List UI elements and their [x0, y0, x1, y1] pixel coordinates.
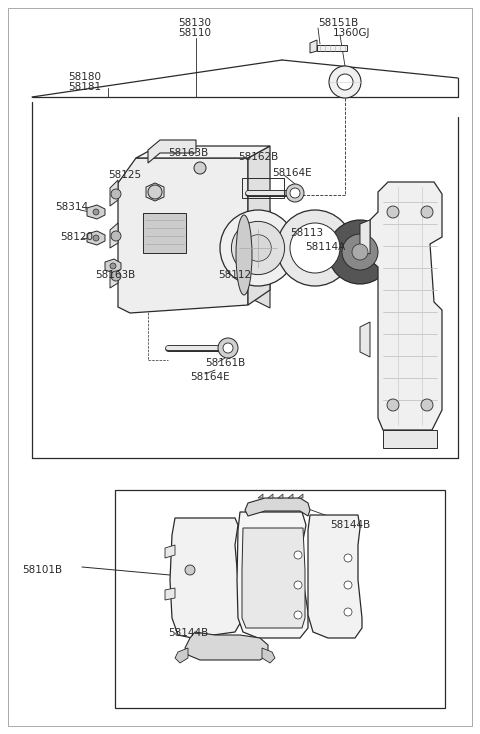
Circle shape: [218, 338, 238, 358]
Polygon shape: [110, 263, 118, 288]
Polygon shape: [242, 528, 305, 628]
Circle shape: [344, 608, 352, 616]
Text: 58163B: 58163B: [168, 148, 208, 158]
Circle shape: [277, 210, 353, 286]
Polygon shape: [248, 146, 270, 305]
Polygon shape: [185, 632, 268, 660]
Polygon shape: [118, 158, 248, 313]
Polygon shape: [288, 494, 293, 498]
Polygon shape: [237, 512, 308, 638]
Circle shape: [294, 551, 302, 559]
Polygon shape: [110, 180, 118, 206]
Circle shape: [329, 66, 361, 98]
Text: 58114A: 58114A: [305, 242, 345, 252]
Polygon shape: [165, 545, 175, 558]
Polygon shape: [87, 231, 105, 245]
Bar: [242, 178, 284, 198]
Text: 58151B: 58151B: [318, 18, 358, 28]
Polygon shape: [105, 259, 121, 273]
Circle shape: [290, 188, 300, 198]
Polygon shape: [136, 146, 270, 158]
Text: 58162B: 58162B: [238, 152, 278, 162]
Circle shape: [111, 189, 121, 199]
Text: 58181: 58181: [68, 82, 101, 92]
Text: 58101B: 58101B: [22, 565, 62, 575]
Circle shape: [194, 162, 206, 174]
Circle shape: [231, 222, 285, 275]
Polygon shape: [143, 213, 186, 253]
Polygon shape: [278, 494, 283, 498]
Bar: [115, 490, 445, 708]
Polygon shape: [360, 322, 370, 357]
Text: 58130: 58130: [179, 18, 212, 28]
Polygon shape: [170, 518, 242, 638]
Circle shape: [111, 271, 121, 281]
Polygon shape: [87, 205, 105, 219]
Polygon shape: [296, 236, 316, 259]
Polygon shape: [370, 182, 442, 430]
Circle shape: [344, 554, 352, 562]
Polygon shape: [245, 498, 310, 516]
Polygon shape: [146, 183, 164, 201]
Circle shape: [220, 210, 296, 286]
Polygon shape: [383, 430, 437, 448]
Circle shape: [286, 184, 304, 202]
Circle shape: [421, 206, 433, 218]
Polygon shape: [175, 648, 188, 663]
Circle shape: [294, 581, 302, 589]
Polygon shape: [360, 220, 370, 254]
Circle shape: [223, 343, 233, 353]
Text: 58113: 58113: [290, 228, 323, 238]
Text: 1360GJ: 1360GJ: [333, 28, 371, 38]
Text: 58180: 58180: [68, 72, 101, 82]
Polygon shape: [258, 494, 263, 498]
Polygon shape: [308, 515, 362, 638]
Polygon shape: [310, 40, 317, 53]
Text: 58163B: 58163B: [95, 270, 135, 280]
Text: 58125: 58125: [108, 170, 141, 180]
Text: 58112: 58112: [218, 270, 251, 280]
Circle shape: [342, 234, 378, 270]
Circle shape: [421, 399, 433, 411]
Circle shape: [148, 185, 162, 199]
Circle shape: [290, 223, 340, 273]
Polygon shape: [298, 494, 303, 498]
Text: 58144B: 58144B: [168, 628, 208, 638]
Circle shape: [387, 206, 399, 218]
Circle shape: [328, 220, 392, 284]
Circle shape: [93, 209, 99, 215]
Bar: [317, 45, 347, 51]
Circle shape: [185, 565, 195, 575]
Text: 58164E: 58164E: [272, 168, 312, 178]
Circle shape: [352, 244, 368, 260]
Circle shape: [344, 581, 352, 589]
Text: 58161B: 58161B: [205, 358, 245, 368]
Polygon shape: [110, 223, 118, 248]
Text: 58314: 58314: [55, 202, 88, 212]
Polygon shape: [262, 648, 275, 663]
Circle shape: [337, 74, 353, 90]
Text: 58120: 58120: [60, 232, 93, 242]
Circle shape: [387, 399, 399, 411]
Circle shape: [111, 231, 121, 241]
Text: 58164E: 58164E: [190, 372, 229, 382]
Ellipse shape: [236, 215, 252, 295]
Circle shape: [93, 235, 99, 241]
Polygon shape: [244, 210, 270, 308]
Text: 58110: 58110: [179, 28, 212, 38]
Polygon shape: [165, 588, 175, 600]
Circle shape: [245, 235, 271, 261]
Polygon shape: [268, 494, 273, 498]
Polygon shape: [148, 140, 196, 163]
Circle shape: [110, 263, 116, 269]
Circle shape: [294, 611, 302, 619]
Text: 58144B: 58144B: [330, 520, 370, 530]
